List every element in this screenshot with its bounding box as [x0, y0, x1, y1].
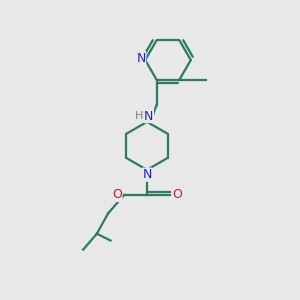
Text: H: H [134, 111, 143, 121]
Text: O: O [172, 188, 182, 201]
Text: O: O [112, 188, 122, 201]
Text: N: N [142, 168, 152, 181]
Text: N: N [136, 52, 146, 65]
Text: N: N [144, 110, 154, 123]
